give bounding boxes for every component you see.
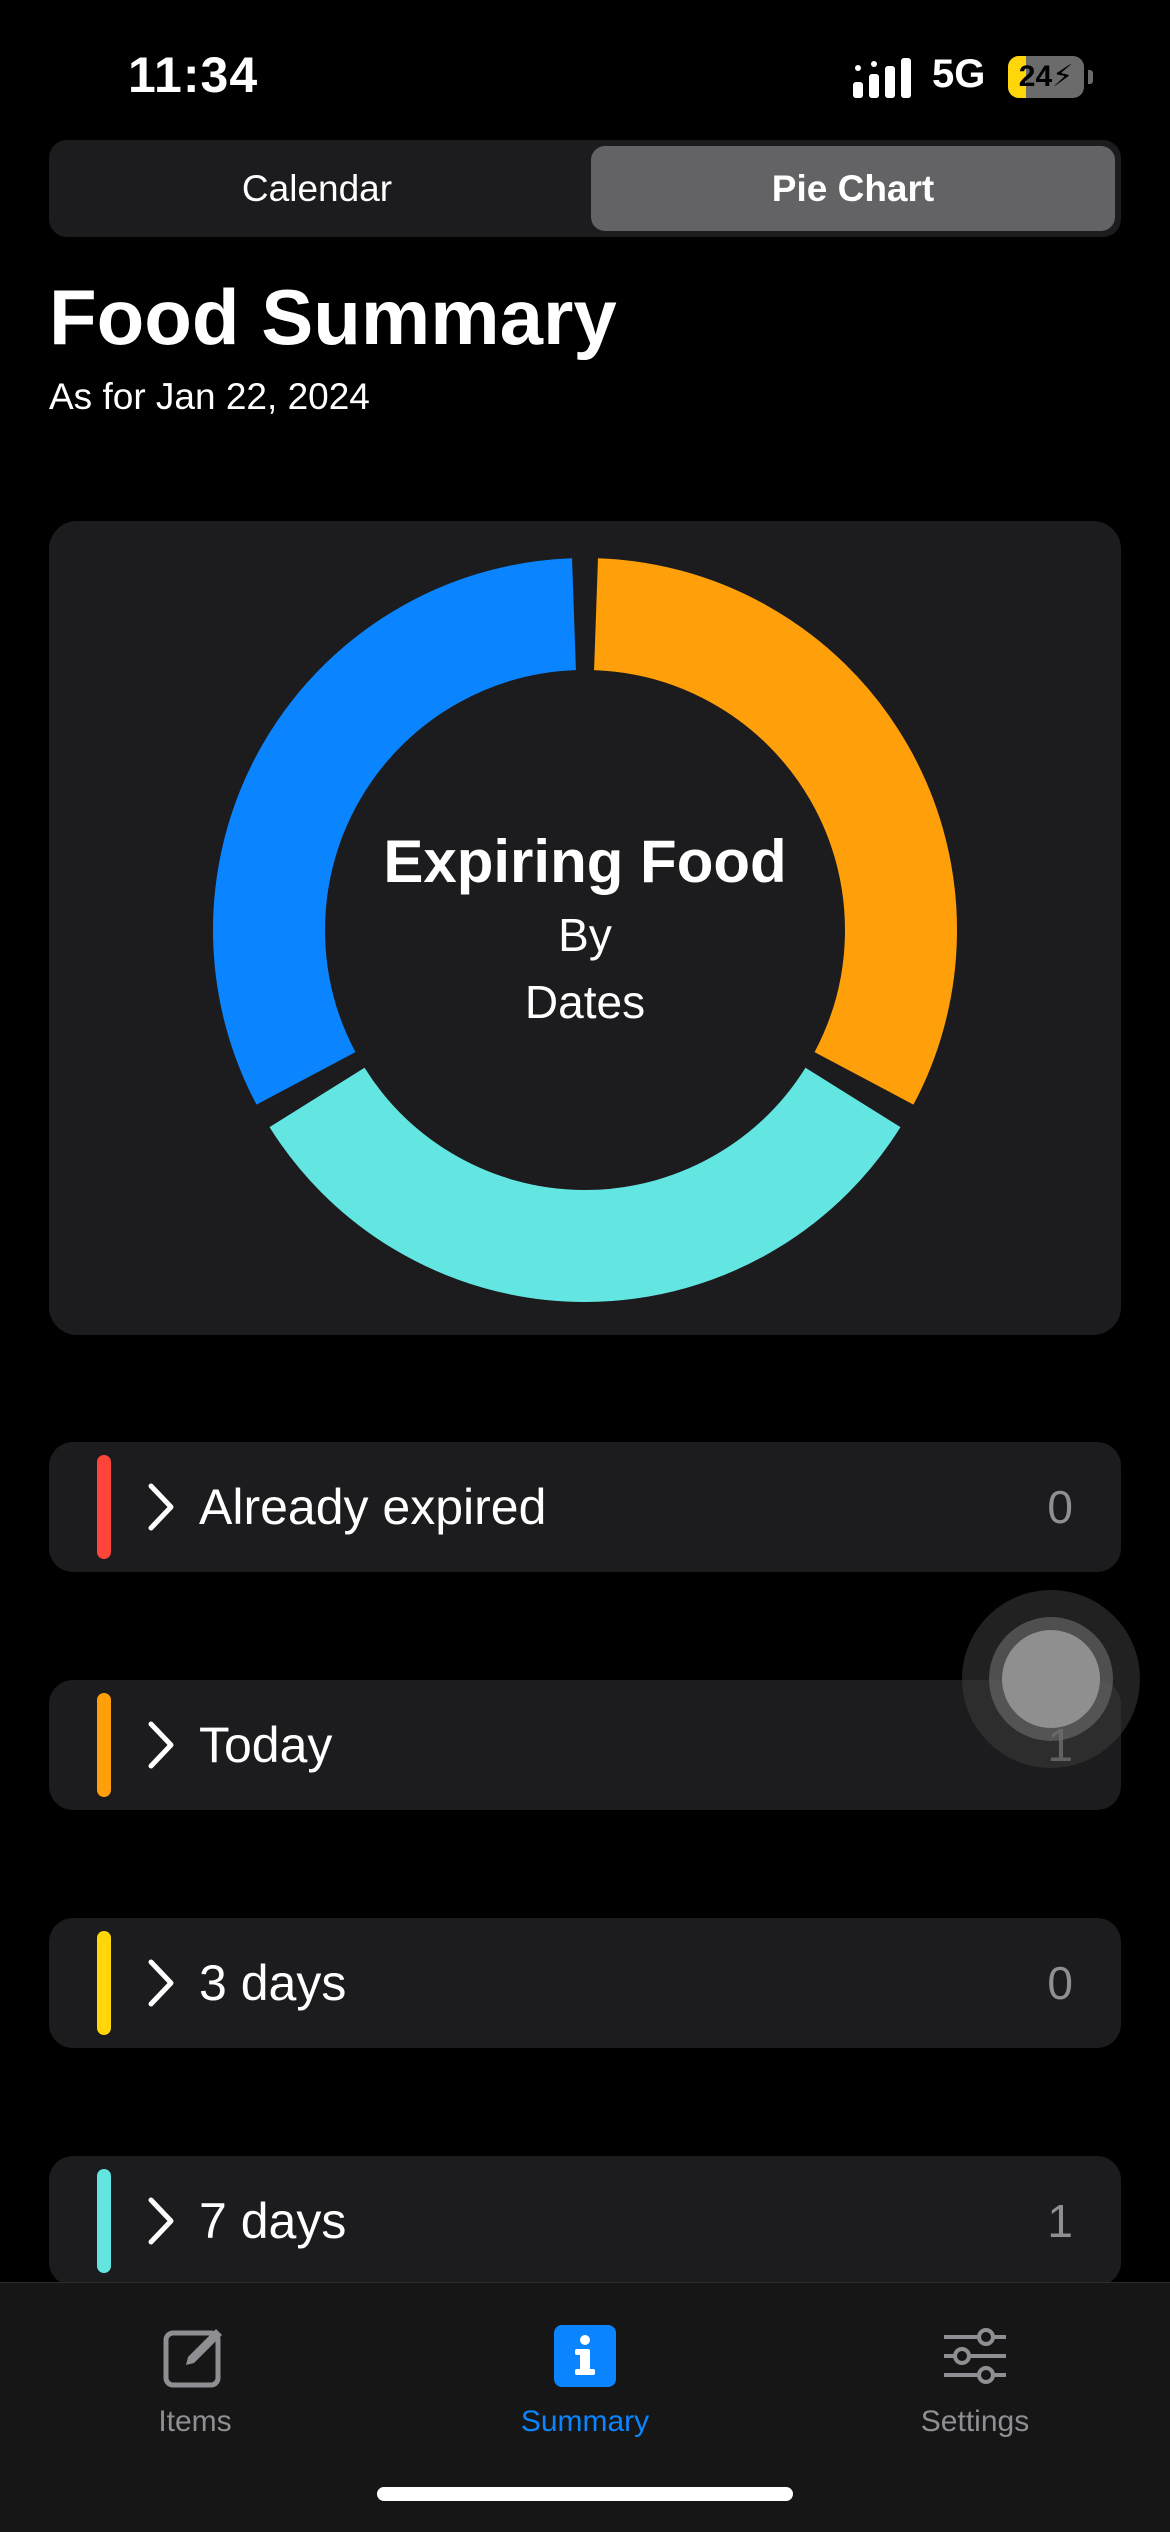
category-label: Today <box>199 1717 333 1773</box>
category-row-today[interactable]: Today 1 <box>49 1680 1121 1810</box>
battery-cap <box>1088 70 1093 84</box>
chart-center-line-2: Dates <box>524 976 646 1028</box>
category-count: 1 <box>1047 2195 1073 2247</box>
assistive-touch-ring <box>989 1617 1113 1741</box>
category-row-7-days[interactable]: 7 days 1 <box>49 2156 1121 2286</box>
battery-icon: 24⚡ <box>1008 56 1084 98</box>
donut-slice-7-days <box>269 1067 901 1302</box>
charging-bolt-icon: ⚡ <box>1052 60 1074 93</box>
chevron-right-icon <box>148 2197 174 2245</box>
page-title: Food Summary <box>49 273 617 361</box>
category-row-3-days[interactable]: 3 days 0 <box>49 1918 1121 2048</box>
category-count: 0 <box>1047 1481 1073 1533</box>
battery-percent: 24⚡ <box>1018 60 1074 93</box>
donut-chart <box>213 558 957 1302</box>
status-bar: 11:34 5G 24⚡ <box>0 0 1170 140</box>
compose-icon <box>163 2329 222 2388</box>
tab-summary[interactable]: Summary <box>390 2303 780 2443</box>
tab-label: Summary <box>520 2405 650 2438</box>
chevron-right-icon <box>148 1721 174 1769</box>
category-color-bar <box>97 1693 111 1797</box>
info-icon <box>554 2325 616 2387</box>
chevron-right-icon <box>148 1959 174 2007</box>
category-color-bar <box>97 1455 111 1559</box>
page-subtitle: As for Jan 22, 2024 <box>49 376 370 417</box>
category-label: Already expired <box>199 1479 547 1535</box>
sliders-icon <box>944 2328 1006 2384</box>
category-row-already-expired[interactable]: Already expired 0 <box>49 1442 1121 1572</box>
segment-pie-chart[interactable]: Pie Chart <box>591 146 1115 231</box>
assistive-touch-dot <box>1002 1630 1100 1728</box>
tab-label: Settings <box>920 2405 1030 2438</box>
chart-center-line-1: By <box>558 909 612 961</box>
chart-card: Expiring Food By Dates <box>49 521 1121 1335</box>
network-type: 5G <box>932 52 986 96</box>
status-time: 11:34 <box>128 47 259 103</box>
assistive-touch-button[interactable] <box>962 1590 1140 1768</box>
chevron-right-icon <box>148 1483 174 1531</box>
chart-center-title: Expiring Food <box>383 828 787 895</box>
donut-slice-other <box>213 558 577 1105</box>
category-color-bar <box>97 2169 111 2273</box>
cellular-signal-icon <box>853 58 911 98</box>
donut-slice-today <box>593 558 957 1105</box>
tab-settings[interactable]: Settings <box>780 2303 1170 2443</box>
view-segmented-control: Calendar Pie Chart <box>49 140 1121 237</box>
category-color-bar <box>97 1931 111 2035</box>
category-label: 3 days <box>199 1955 347 2011</box>
battery-level <box>1008 56 1027 98</box>
tab-items[interactable]: Items <box>0 2303 390 2443</box>
home-indicator <box>377 2487 793 2501</box>
category-label: 7 days <box>199 2193 347 2249</box>
category-count: 0 <box>1047 1957 1073 2009</box>
tab-label: Items <box>158 2405 232 2438</box>
segment-calendar[interactable]: Calendar <box>241 168 393 209</box>
